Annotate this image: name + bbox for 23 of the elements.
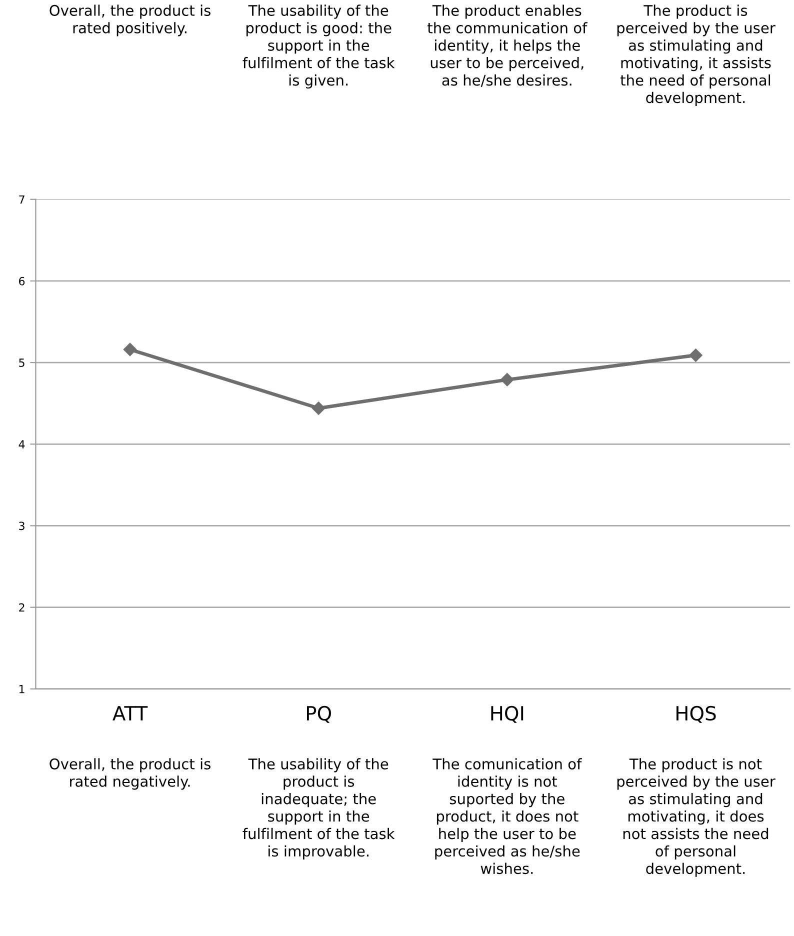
y-tick-label: 4 — [18, 440, 25, 448]
text: Overall, the product is rated positively. — [50, 4, 210, 36]
y-tick-label: 6 — [19, 276, 25, 286]
text: The usability of the product is inadequate; the support in the fulfilment of the task is improvable. — [242, 758, 395, 860]
point — [312, 402, 326, 415]
text: The product enables the communication of identity, it helps the user to be perceived, as he/she desires. — [428, 4, 588, 87]
text: The usability of the product is good: the support in the fulfilment of the task is given. — [242, 4, 395, 89]
point — [123, 342, 137, 356]
y-tick-label: 5 — [19, 358, 24, 367]
y-tick-label: 2 — [19, 603, 24, 612]
text: The product is perceived by the user as stimulating and motivating, it assists the need of personal development. — [617, 4, 776, 106]
x-tick-label: HQI — [491, 706, 524, 723]
y-tick-label: 7 — [19, 195, 24, 204]
text: Overall, the product is rated negatively. — [50, 758, 210, 790]
y-tick-label: 3 — [19, 522, 24, 530]
point — [689, 348, 702, 362]
x-tick-label: PQ — [306, 706, 332, 723]
text: The product is not perceived by the user as stimulating and motivating, it does not assists the need of personal development. — [617, 758, 776, 877]
text: The comunication of identity is not suported by the product, it does not help the user to be perceived as he/she wishes. — [432, 758, 582, 874]
y-tick-label: 1 — [19, 685, 24, 694]
x-tick-label: HQS — [676, 706, 716, 723]
x-tick-label: ATT — [112, 706, 148, 720]
point — [500, 373, 514, 386]
